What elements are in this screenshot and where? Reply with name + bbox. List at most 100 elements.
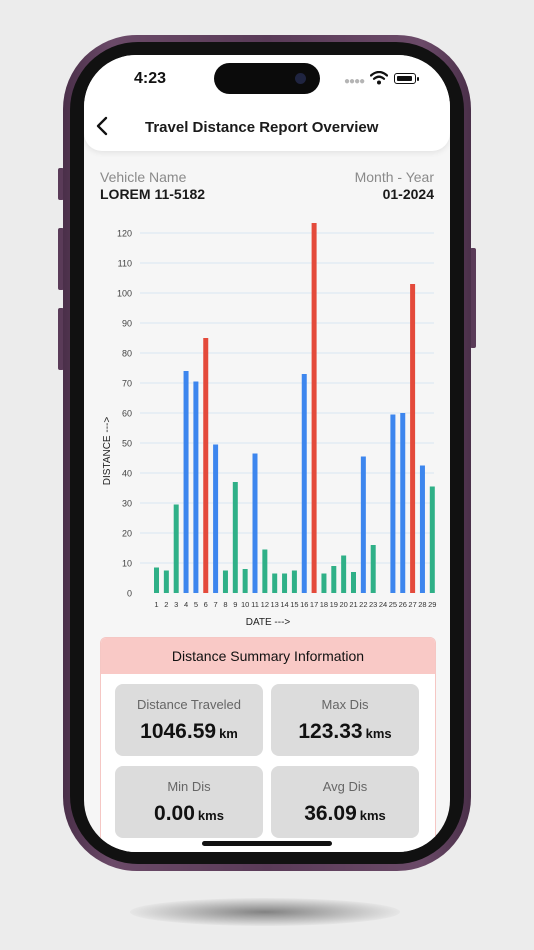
x-tick-label: 28 [418,600,426,609]
y-tick-label: 70 [122,379,132,389]
bar-day-10 [242,569,248,593]
min-distance-value: 0.00 kms [154,802,224,825]
y-tick-label: 100 [117,289,132,299]
avg-distance-box: Avg Dis 36.09 kms [271,766,419,838]
x-tick-label: 4 [184,600,188,609]
app-header: 4:23 ●●●● Travel Distance Report Overvie… [84,55,450,151]
vehicle-name-label: Vehicle Name [100,169,187,185]
x-tick-label: 15 [290,600,298,609]
home-indicator[interactable] [202,841,332,846]
page-title: Travel Distance Report Overview [145,119,379,136]
bar-day-13 [272,573,278,593]
distance-traveled-label: Distance Traveled [136,697,242,712]
x-tick-label: 3 [174,600,178,609]
x-tick-label: 8 [223,600,227,609]
side-button-action [58,168,64,200]
y-tick-label: 90 [122,319,132,329]
x-tick-label: 7 [214,600,218,609]
x-tick-label: 22 [359,600,367,609]
bar-day-25 [390,414,396,593]
bar-day-12 [262,549,268,593]
bar-day-21 [351,572,356,593]
bar-day-27 [410,284,416,593]
battery-icon [394,73,416,84]
y-tick-label: 30 [122,499,132,509]
bar-day-7 [213,444,219,593]
side-button-volume-down [58,308,64,370]
bar-day-3 [173,504,179,593]
x-tick-label: 12 [261,600,269,609]
y-tick-label: 110 [118,259,132,269]
x-tick-label: 13 [271,600,279,609]
back-chevron-icon[interactable] [93,115,113,137]
bar-day-11 [252,453,258,593]
dynamic-island [214,63,320,94]
x-tick-label: 14 [280,600,288,609]
x-tick-label: 16 [300,600,308,609]
x-tick-label: 1 [154,600,158,609]
x-tick-label: 11 [251,600,259,609]
bar-day-14 [282,573,288,593]
max-distance-label: Max Dis [321,697,369,712]
x-tick-label: 25 [389,600,397,609]
x-tick-label: 24 [379,600,387,609]
status-icons: ●●●● [344,71,424,87]
x-tick-label: 27 [408,600,416,609]
bar-day-8 [222,570,228,593]
app-screen: 4:23 ●●●● Travel Distance Report Overvie… [84,55,450,852]
x-tick-label: 29 [428,600,436,609]
signal-dots-icon: ●●●● [344,76,365,87]
x-axis-label: DATE ---> [246,617,291,628]
bar-day-23 [370,545,376,593]
max-distance-value: 123.33 kms [298,720,392,743]
month-year-value: 01-2024 [382,186,434,202]
phone-shadow [130,898,400,926]
bar-day-17 [311,223,317,593]
bar-day-28 [419,465,425,593]
camera-icon [295,73,306,84]
status-time: 4:23 [134,70,167,87]
x-tick-label: 19 [330,600,338,609]
max-distance-box: Max Dis 123.33 kms [271,684,419,756]
bar-day-26 [400,413,406,593]
side-button-power [470,248,476,348]
distance-traveled-value: 1046.59 km [140,720,238,743]
month-year-label: Month - Year [354,169,434,185]
x-tick-label: 21 [349,600,357,609]
y-tick-label: 50 [122,439,132,449]
bar-day-29 [429,486,435,593]
x-tick-label: 9 [233,600,237,609]
bar-day-6 [203,338,209,593]
y-tick-label: 0 [127,589,132,599]
bar-day-15 [291,570,297,593]
bar-day-5 [193,381,199,593]
x-tick-label: 10 [241,600,249,609]
x-tick-label: 2 [164,600,168,609]
min-distance-box: Min Dis 0.00 kms [115,766,263,838]
y-tick-label: 10 [122,559,132,569]
min-distance-label: Min Dis [167,779,211,794]
x-tick-label: 5 [194,600,198,609]
bar-day-1 [154,567,159,593]
y-tick-label: 80 [122,349,132,359]
bar-day-2 [163,570,169,593]
bar-day-18 [321,573,327,593]
x-tick-label: 6 [204,600,208,609]
x-tick-label: 20 [339,600,347,609]
bar-day-4 [183,371,189,593]
avg-distance-value: 36.09 kms [304,802,386,825]
side-button-volume-up [58,228,64,290]
avg-distance-label: Avg Dis [322,779,368,794]
vehicle-name-value: LOREM 11-5182 [100,186,206,202]
x-tick-label: 23 [369,600,377,609]
bar-day-16 [301,374,307,593]
y-axis-label: DISTANCE ---> [102,417,113,486]
x-tick-label: 26 [399,600,407,609]
bar-day-20 [341,555,347,593]
y-tick-label: 120 [117,229,132,239]
distance-summary-card: Distance Summary Information Distance Tr… [100,637,436,852]
x-tick-label: 18 [320,600,328,609]
bar-day-22 [360,456,366,593]
y-tick-label: 20 [122,529,132,539]
